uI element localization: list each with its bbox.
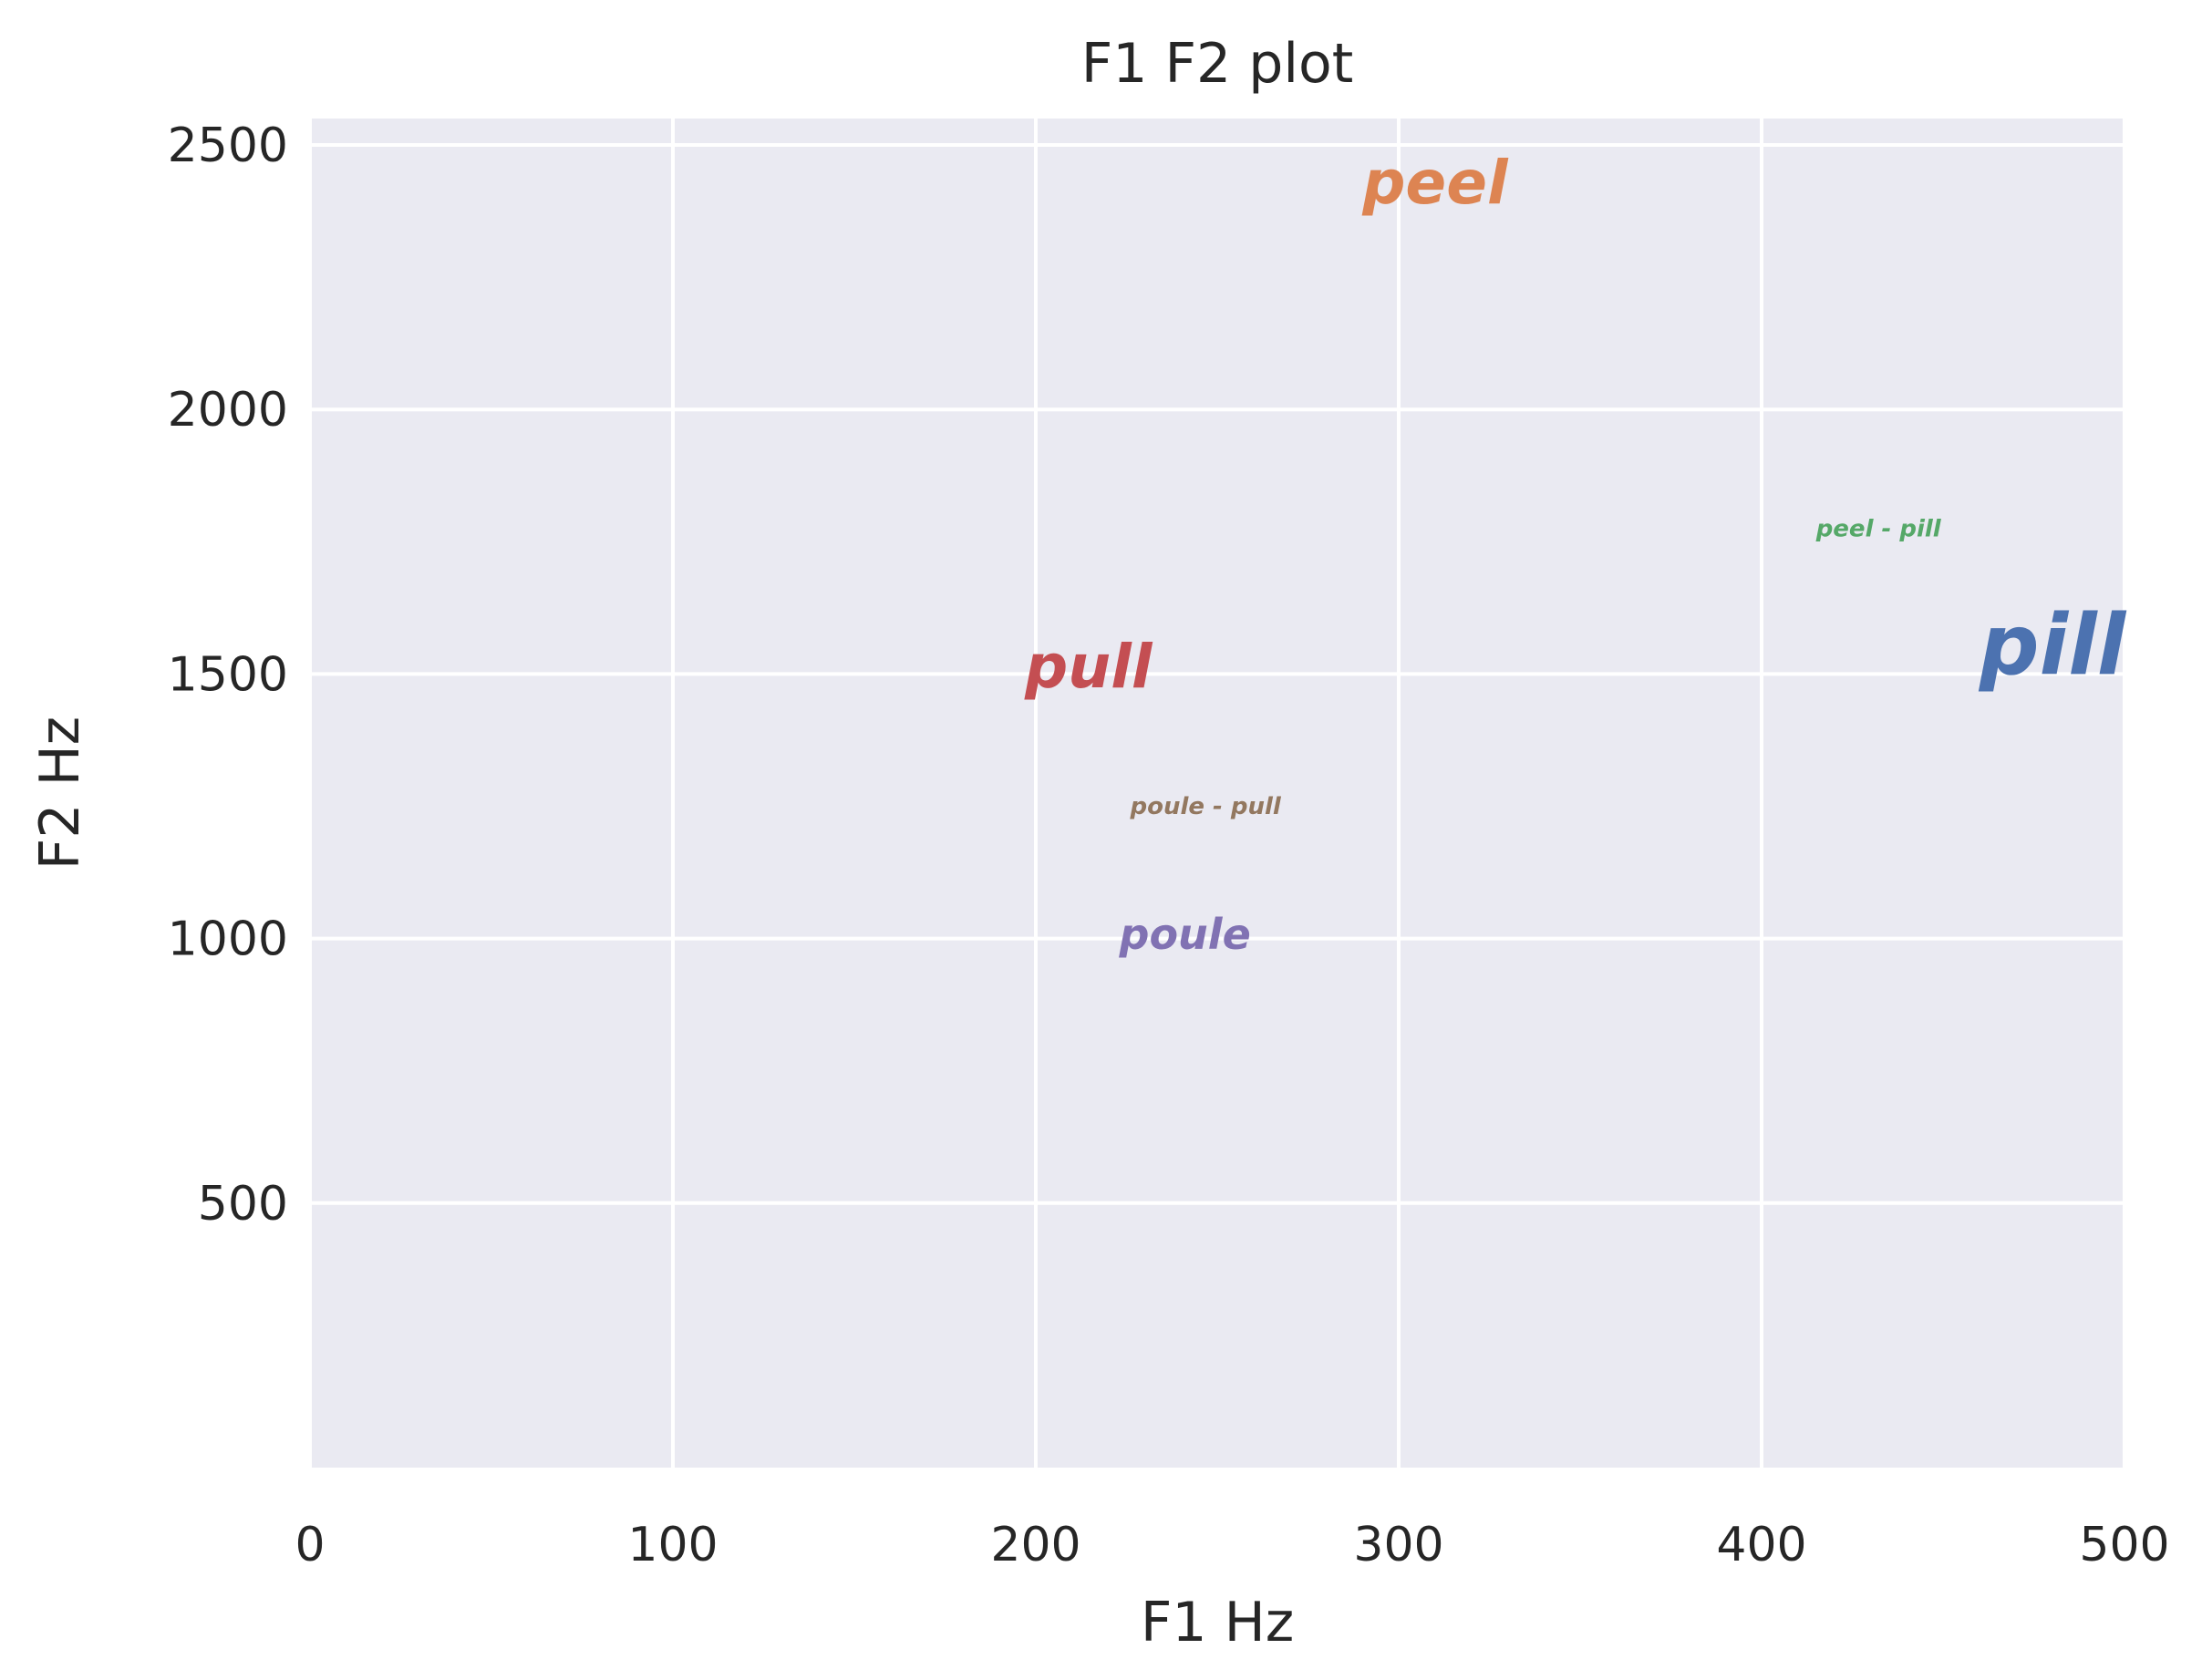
x-tick-label: 0 — [295, 1518, 325, 1572]
x-tick-label: 500 — [2079, 1518, 2169, 1572]
grid — [308, 119, 2126, 1468]
y-tick-label: 1000 — [168, 912, 288, 967]
word-mark-poule: poule — [1119, 910, 1251, 959]
y-axis-title: F2 Hz — [28, 716, 92, 870]
word-mark-peel: peel — [1361, 148, 1509, 218]
word-mark-pull: pull — [1024, 632, 1153, 702]
x-tick-label: 200 — [990, 1518, 1080, 1572]
plot-area — [310, 119, 2124, 1468]
y-tick-label: 2000 — [168, 383, 288, 438]
y-tick-label: 1500 — [168, 647, 288, 702]
x-tick-label: 300 — [1353, 1518, 1443, 1572]
y-tick-label: 2500 — [168, 119, 288, 173]
word-marks: pill peel peel - pill pull poule poule - pull — [1024, 148, 2127, 959]
tick-labels: 0 100 200 300 400 500 500 1000 1500 2000 2500 — [168, 119, 2170, 1572]
word-mark-poule-pull: poule - pull — [1129, 793, 1281, 820]
x-axis-title: F1 Hz — [1141, 1591, 1294, 1654]
chart-title: F1 F2 plot — [1081, 32, 1354, 96]
x-tick-label: 100 — [627, 1518, 718, 1572]
x-tick-label: 400 — [1716, 1518, 1806, 1572]
word-mark-peel-pill: peel - pill — [1815, 516, 1942, 543]
word-mark-pill: pill — [1979, 596, 2127, 694]
y-tick-label: 500 — [198, 1177, 288, 1232]
